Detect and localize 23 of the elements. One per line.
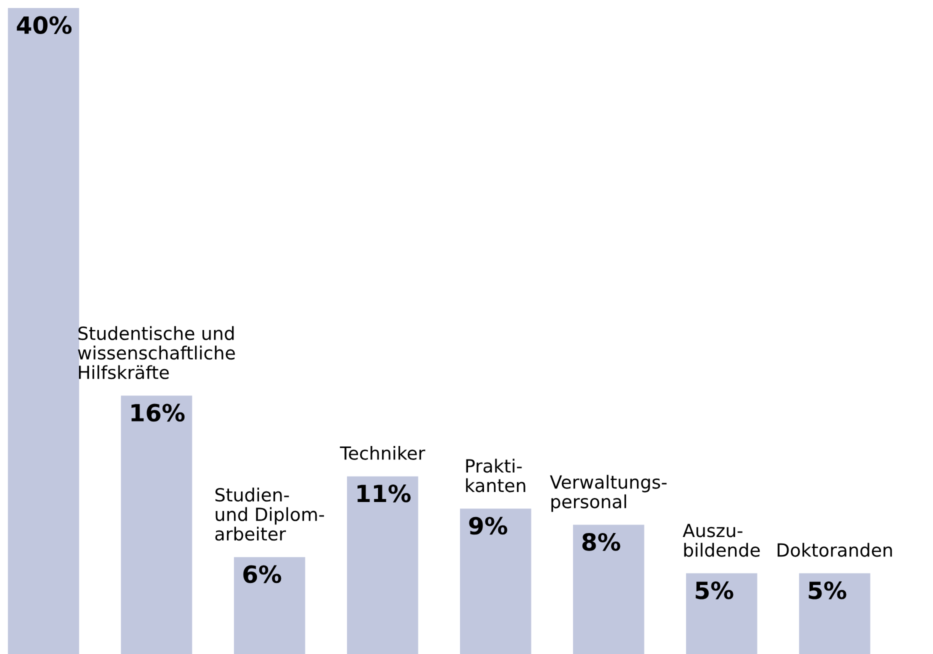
data-label: 16% [132, 404, 185, 422]
bar [573, 524, 644, 654]
x-tick-label: Prakti- kanten [466, 458, 526, 492]
x-tick-label: Auszu- bildende [682, 524, 760, 557]
bar [686, 573, 758, 654]
x-tick-label: Verwaltungs- personal [550, 474, 667, 512]
x-tick-label: Doktoranden [778, 542, 892, 557]
bar [8, 8, 80, 654]
bar [234, 557, 306, 654]
data-label: 9% [469, 516, 508, 535]
x-tick-label: Studentische und wissenschaftliche Hilfskräfte [78, 326, 235, 380]
data-label: 5% [808, 581, 846, 600]
data-label: 40% [16, 16, 72, 34]
bar [460, 508, 532, 654]
data-label: 8% [582, 532, 620, 551]
bar [799, 573, 870, 654]
bar [120, 396, 192, 654]
data-label: 5% [696, 581, 734, 600]
x-tick-label: Studien- und Diplom- arbeiter [215, 488, 324, 541]
x-tick-label: Techniker [340, 446, 426, 460]
data-label: 6% [243, 565, 282, 584]
bar [346, 476, 418, 654]
data-label: 11% [358, 484, 411, 502]
